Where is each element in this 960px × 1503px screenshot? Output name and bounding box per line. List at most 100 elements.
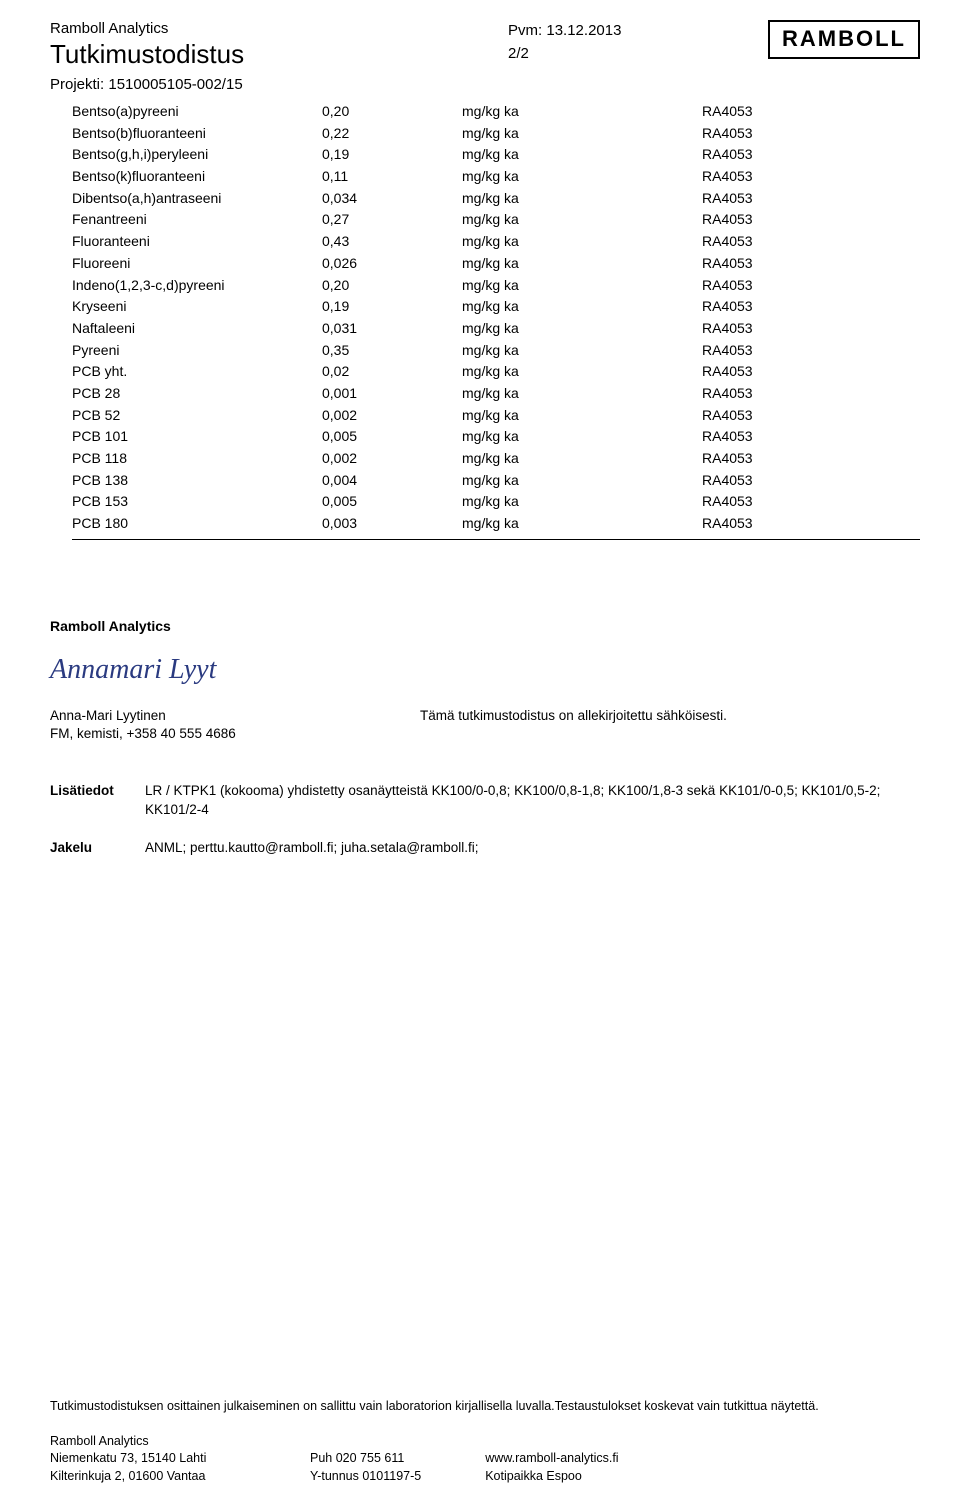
header-middle: Pvm: 13.12.2013 2/2	[508, 20, 768, 62]
table-row: PCB 1180,002mg/kg kaRA4053	[72, 448, 920, 470]
analyte-name: Dibentso(a,h)antraseeni	[72, 188, 322, 210]
analyte-unit: mg/kg ka	[462, 101, 702, 123]
analyte-unit: mg/kg ka	[462, 405, 702, 427]
analyte-method: RA4053	[702, 123, 822, 145]
analyte-unit: mg/kg ka	[462, 144, 702, 166]
analyte-name: Indeno(1,2,3-c,d)pyreeni	[72, 275, 322, 297]
analyte-unit: mg/kg ka	[462, 209, 702, 231]
footer-phone: Puh 020 755 611	[310, 1450, 421, 1468]
analyte-method: RA4053	[702, 144, 822, 166]
document-header: Ramboll Analytics Tutkimustodistus Proje…	[50, 20, 920, 93]
analyte-name: Fenantreeni	[72, 209, 322, 231]
analyte-method: RA4053	[702, 426, 822, 448]
analyte-method: RA4053	[702, 101, 822, 123]
analyte-name: PCB 118	[72, 448, 322, 470]
table-row: PCB yht.0,02mg/kg kaRA4053	[72, 361, 920, 383]
analyte-name: PCB yht.	[72, 361, 322, 383]
analyte-value: 0,003	[322, 513, 462, 535]
analyte-unit: mg/kg ka	[462, 340, 702, 362]
footer-address: Ramboll Analytics Niemenkatu 73, 15140 L…	[50, 1433, 280, 1486]
header-left: Ramboll Analytics Tutkimustodistus Proje…	[50, 20, 508, 93]
analyte-value: 0,031	[322, 318, 462, 340]
disclaimer-text: Tutkimustodistuksen osittainen julkaisem…	[50, 1399, 920, 1413]
analyte-value: 0,005	[322, 491, 462, 513]
table-row: Bentso(g,h,i)peryleeni0,19mg/kg kaRA4053	[72, 144, 920, 166]
analyte-method: RA4053	[702, 166, 822, 188]
extra-info-label: Lisätiedot	[50, 781, 145, 820]
analyte-value: 0,001	[322, 383, 462, 405]
analyte-unit: mg/kg ka	[462, 383, 702, 405]
date-label: Pvm:	[508, 22, 542, 39]
analyte-value: 0,20	[322, 101, 462, 123]
analyte-unit: mg/kg ka	[462, 296, 702, 318]
company-name: Ramboll Analytics	[50, 20, 508, 37]
analyte-unit: mg/kg ka	[462, 166, 702, 188]
analyte-unit: mg/kg ka	[462, 123, 702, 145]
distribution-block: Jakelu ANML; perttu.kautto@ramboll.fi; j…	[50, 838, 920, 858]
analyte-value: 0,034	[322, 188, 462, 210]
table-row: Bentso(a)pyreeni0,20mg/kg kaRA4053	[72, 101, 920, 123]
footer-web: www.ramboll-analytics.fi Kotipaikka Espo…	[485, 1433, 618, 1486]
signer-name: Anna-Mari Lyytinen	[50, 708, 420, 723]
analyte-unit: mg/kg ka	[462, 275, 702, 297]
extra-info-text: LR / KTPK1 (kokooma) yhdistetty osanäytt…	[145, 781, 920, 820]
analyte-value: 0,43	[322, 231, 462, 253]
footer-addr2: Kilterinkuja 2, 01600 Vantaa	[50, 1468, 280, 1486]
analyte-value: 0,005	[322, 426, 462, 448]
analyte-method: RA4053	[702, 513, 822, 535]
analyte-value: 0,22	[322, 123, 462, 145]
table-row: PCB 1530,005mg/kg kaRA4053	[72, 491, 920, 513]
analyte-unit: mg/kg ka	[462, 188, 702, 210]
analyte-method: RA4053	[702, 296, 822, 318]
analyte-value: 0,004	[322, 470, 462, 492]
analyte-name: Naftaleeni	[72, 318, 322, 340]
analyte-value: 0,002	[322, 448, 462, 470]
analyte-name: PCB 180	[72, 513, 322, 535]
analyte-method: RA4053	[702, 405, 822, 427]
analyte-value: 0,19	[322, 296, 462, 318]
table-row: PCB 520,002mg/kg kaRA4053	[72, 405, 920, 427]
distribution-label: Jakelu	[50, 838, 145, 858]
results-table: Bentso(a)pyreeni0,20mg/kg kaRA4053Bentso…	[72, 101, 920, 540]
analyte-method: RA4053	[702, 275, 822, 297]
analyte-unit: mg/kg ka	[462, 361, 702, 383]
analyte-name: PCB 28	[72, 383, 322, 405]
analyte-name: Kryseeni	[72, 296, 322, 318]
table-row: Naftaleeni0,031mg/kg kaRA4053	[72, 318, 920, 340]
footer-website: www.ramboll-analytics.fi	[485, 1450, 618, 1468]
table-row: PCB 280,001mg/kg kaRA4053	[72, 383, 920, 405]
signature-section: Ramboll Analytics Annamari Lyyt Anna-Mar…	[50, 618, 920, 741]
table-row: Bentso(b)fluoranteeni0,22mg/kg kaRA4053	[72, 123, 920, 145]
analyte-method: RA4053	[702, 383, 822, 405]
page-footer: Ramboll Analytics Niemenkatu 73, 15140 L…	[50, 1433, 920, 1486]
analyte-method: RA4053	[702, 470, 822, 492]
table-row: PCB 1800,003mg/kg kaRA4053	[72, 513, 920, 535]
table-row: Fluoreeni0,026mg/kg kaRA4053	[72, 253, 920, 275]
analyte-name: Bentso(a)pyreeni	[72, 101, 322, 123]
analyte-name: PCB 52	[72, 405, 322, 427]
table-row: Pyreeni0,35mg/kg kaRA4053	[72, 340, 920, 362]
analyte-name: Fluoreeni	[72, 253, 322, 275]
project-line: Projekti: 1510005105-002/15	[50, 76, 508, 93]
table-row: Fluoranteeni0,43mg/kg kaRA4053	[72, 231, 920, 253]
analyte-name: PCB 138	[72, 470, 322, 492]
footer-ytunnus: Y-tunnus 0101197-5	[310, 1468, 421, 1486]
signature-company: Ramboll Analytics	[50, 618, 920, 634]
analyte-value: 0,02	[322, 361, 462, 383]
table-row: Dibentso(a,h)antraseeni0,034mg/kg kaRA40…	[72, 188, 920, 210]
analyte-method: RA4053	[702, 448, 822, 470]
header-right: RAMBOLL	[768, 20, 920, 59]
analyte-value: 0,026	[322, 253, 462, 275]
analyte-unit: mg/kg ka	[462, 448, 702, 470]
footer-contact: Puh 020 755 611 Y-tunnus 0101197-5	[310, 1433, 421, 1486]
table-row: Fenantreeni0,27mg/kg kaRA4053	[72, 209, 920, 231]
page-number: 2/2	[508, 45, 768, 62]
analyte-unit: mg/kg ka	[462, 470, 702, 492]
table-row: PCB 1380,004mg/kg kaRA4053	[72, 470, 920, 492]
analyte-name: PCB 153	[72, 491, 322, 513]
analyte-value: 0,20	[322, 275, 462, 297]
signature-script: Annamari Lyyt	[50, 654, 920, 686]
table-row: PCB 1010,005mg/kg kaRA4053	[72, 426, 920, 448]
analyte-method: RA4053	[702, 231, 822, 253]
analyte-method: RA4053	[702, 253, 822, 275]
